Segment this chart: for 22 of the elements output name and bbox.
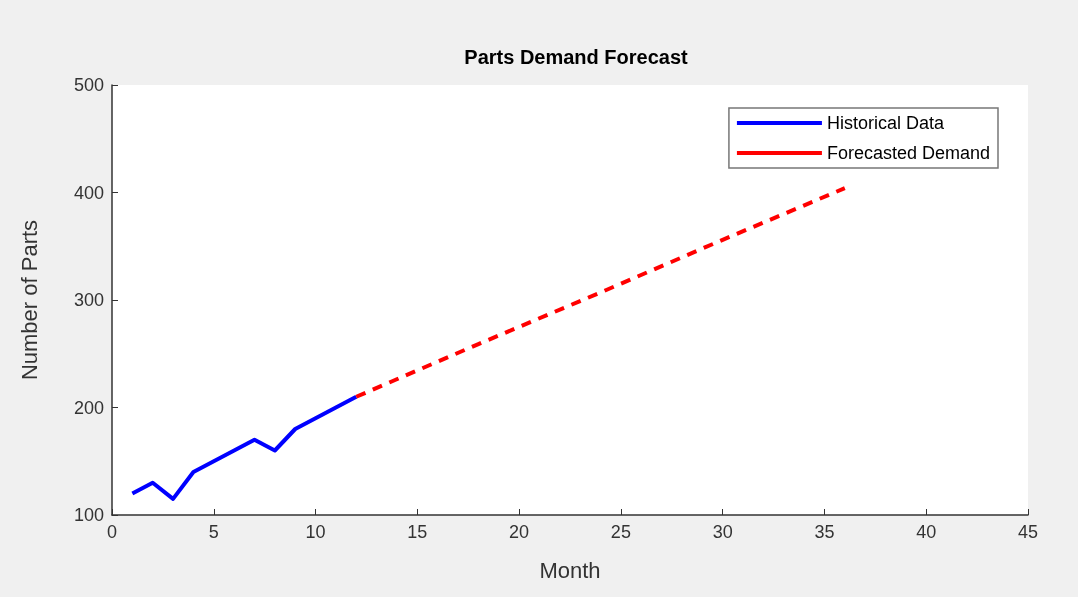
y-tick-label: 500 [73, 75, 104, 95]
x-tick-label: 0 [106, 522, 118, 542]
x-tick-label: 45 [1017, 522, 1039, 542]
line-series [130, 394, 359, 501]
x-tick-label: 25 [610, 522, 631, 542]
x-tick-label: 35 [814, 522, 835, 542]
x-axis-title: Month [539, 557, 601, 583]
line-series [354, 186, 847, 399]
x-tick-label: 15 [407, 522, 428, 542]
x-tick-label: 40 [916, 522, 937, 542]
y-axis-title: Number of Parts [16, 219, 42, 381]
legend-label: Historical Data [826, 113, 945, 133]
legend-label: Forecasted Demand [826, 143, 991, 163]
y-tick-label: 200 [73, 397, 104, 418]
y-tick-label: 400 [73, 182, 104, 203]
x-tick-label: 20 [509, 522, 530, 542]
chart-title: Parts Demand Forecast [464, 46, 689, 68]
x-tick-label: 5 [208, 522, 219, 542]
y-tick-label: 300 [73, 290, 104, 310]
x-tick-label: 30 [712, 522, 733, 542]
y-tick-label: 100 [73, 505, 104, 525]
x-tick-label: 10 [305, 522, 326, 542]
